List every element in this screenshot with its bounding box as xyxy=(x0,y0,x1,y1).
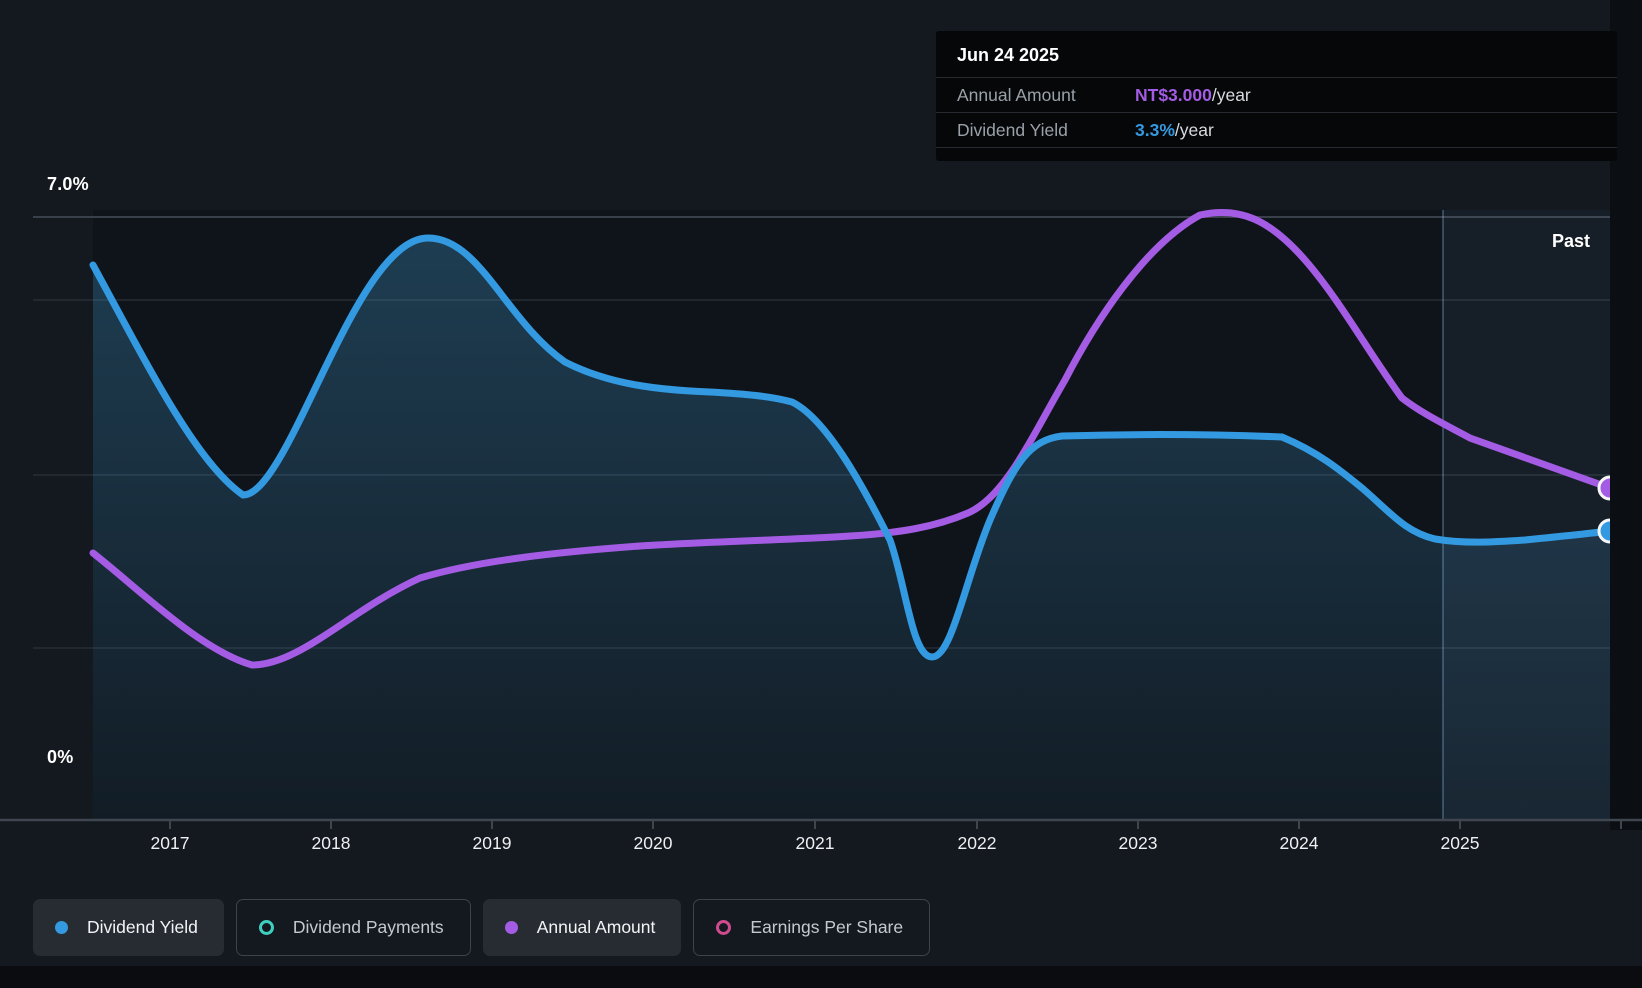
legend-label: Dividend Yield xyxy=(87,917,198,937)
x-axis-year-label: 2023 xyxy=(1118,833,1158,853)
y-axis-zero-label: 0% xyxy=(47,747,74,767)
past-region-band xyxy=(1443,210,1610,820)
dividend-yield-area xyxy=(93,238,1610,820)
annual-amount-dot-icon xyxy=(504,921,518,934)
x-axis-year-label: 2017 xyxy=(150,833,190,853)
tooltip-annual-amount-label: Annual Amount xyxy=(957,85,1076,105)
x-axis-year-label: 2024 xyxy=(1279,833,1319,853)
tooltip-dividend-yield-value: 3.3%/year xyxy=(1135,120,1214,140)
tooltip-row-dividend-yield: Dividend Yield 3.3%/year xyxy=(936,113,1617,147)
dividend-yield-dot-icon xyxy=(55,921,68,934)
bottom-bar xyxy=(0,966,1642,988)
tooltip-dividend-yield-label: Dividend Yield xyxy=(957,120,1068,140)
tooltip-divider xyxy=(936,147,1617,148)
legend-label: Dividend Payments xyxy=(292,917,444,937)
x-axis-year-label: 2025 xyxy=(1440,833,1480,853)
dividend-yield-line xyxy=(89,234,1614,661)
tooltip-divider xyxy=(936,112,1617,113)
legend-label: Annual Amount xyxy=(536,917,656,937)
legend-earnings-per-share-button[interactable]: Earnings Per Share xyxy=(693,899,931,956)
y-axis-max-label: 7.0% xyxy=(47,174,89,194)
chart-tooltip: Jun 24 2025 Annual Amount NT$3.000/year … xyxy=(936,31,1617,161)
past-region-label: Past xyxy=(1551,231,1590,251)
tooltip-date: Jun 24 2025 xyxy=(957,45,1060,65)
legend-label: Earnings Per Share xyxy=(750,917,904,937)
tooltip-divider xyxy=(936,77,1617,78)
x-axis-year-label: 2021 xyxy=(795,833,835,853)
x-axis-year-label: 2019 xyxy=(472,833,512,853)
legend-annual-amount-button[interactable]: Annual Amount xyxy=(482,899,682,956)
tooltip-row-annual-amount: Annual Amount NT$3.000/year xyxy=(936,78,1617,112)
x-axis-year-label: 2022 xyxy=(957,833,997,853)
legend-dividend-payments-button[interactable]: Dividend Payments xyxy=(235,899,471,956)
tooltip-annual-amount-value: NT$3.000/year xyxy=(1135,85,1251,105)
legend-dividend-yield-button[interactable]: Dividend Yield xyxy=(33,899,224,956)
tooltip-bottom-padding xyxy=(936,148,1617,161)
x-axis-year-label: 2020 xyxy=(633,833,673,853)
dividend-payments-ring-icon xyxy=(258,920,274,935)
x-axis-year-label: 2018 xyxy=(311,833,351,853)
annual-amount-line xyxy=(89,208,1614,669)
chart-svg[interactable] xyxy=(0,0,1642,830)
earnings-per-share-ring-icon xyxy=(716,920,732,935)
legend: Dividend Yield Dividend Payments Annual … xyxy=(33,899,931,956)
